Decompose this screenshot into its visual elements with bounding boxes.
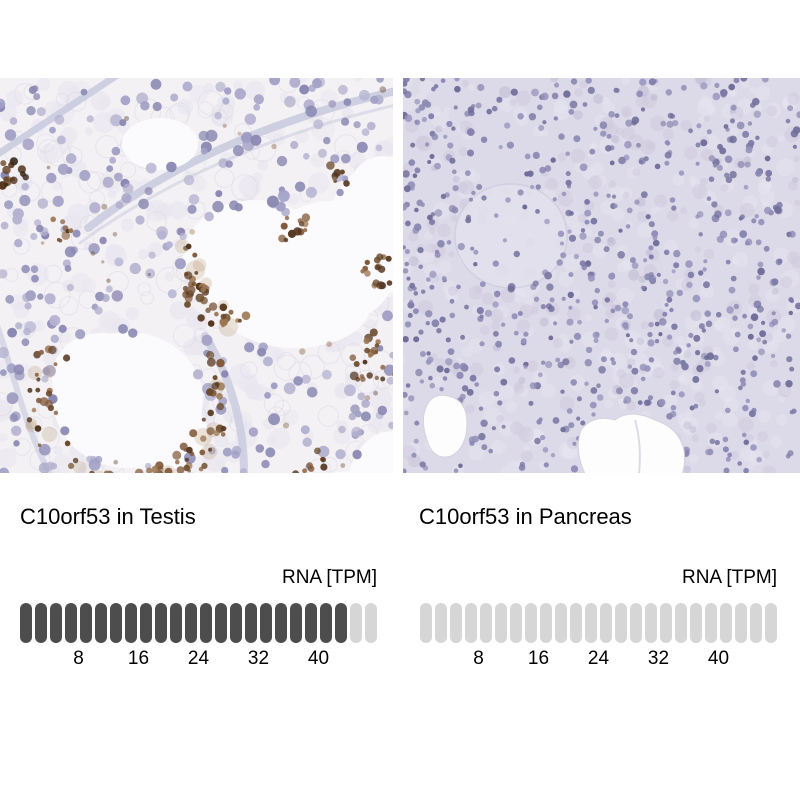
tpm-tick-label: 32 [647,648,670,669]
tpm-pill [645,603,657,643]
tpm-pill [540,603,552,643]
tpm-pill [110,603,122,643]
tpm-pill [140,603,152,643]
tpm-pill [335,603,347,643]
tpm-pill [435,603,447,643]
tpm-pill [720,603,732,643]
tpm-pill [125,603,137,643]
tpm-tick-label: 40 [307,648,330,669]
tpm-pill [320,603,332,643]
tpm-pill [690,603,702,643]
tpm-pill [290,603,302,643]
tpm-pill [275,603,287,643]
tpm-tick-label: 32 [247,648,270,669]
tpm-tick-label: 24 [187,648,210,669]
tpm-pill [50,603,62,643]
tpm-pill [480,603,492,643]
tpm-pill-scale-testis [20,603,377,643]
tpm-pill [65,603,77,643]
tpm-pill [465,603,477,643]
tpm-pill [450,603,462,643]
tpm-pill [215,603,227,643]
tpm-pill [185,603,197,643]
tpm-tick-label: 8 [473,648,484,669]
tpm-pill [570,603,582,643]
tpm-pill [350,603,362,643]
ihc-image-testis [0,78,393,473]
tpm-pill [705,603,717,643]
panel-title-pancreas: C10orf53 in Pancreas [419,504,632,529]
tpm-pill [155,603,167,643]
panel-title-testis: C10orf53 in Testis [20,504,196,529]
tpm-pill [555,603,567,643]
rna-tpm-label-testis: RNA [TPM] [281,567,377,588]
tpm-pill [510,603,522,643]
tpm-pill [200,603,212,643]
tpm-pill [615,603,627,643]
tpm-pill [305,603,317,643]
tpm-pill [675,603,687,643]
tpm-pill [230,603,242,643]
tpm-pill [170,603,182,643]
ihc-image-pancreas [403,78,800,473]
tpm-pill [660,603,672,643]
tpm-pill [735,603,747,643]
tpm-pill [495,603,507,643]
tpm-tick-label: 40 [707,648,730,669]
tpm-pill [35,603,47,643]
tpm-axis-ticks-pancreas: 8 16 24 32 40 [420,648,777,672]
rna-tpm-label-pancreas: RNA [TPM] [681,567,777,588]
tpm-tick-label: 8 [73,648,84,669]
tpm-pill [365,603,377,643]
tpm-pill [20,603,32,643]
tpm-pill [630,603,642,643]
tpm-pill [420,603,432,643]
tpm-pill [260,603,272,643]
tpm-pill [600,603,612,643]
tpm-pill [245,603,257,643]
tpm-tick-label: 24 [587,648,610,669]
tpm-pill [765,603,777,643]
tpm-axis-ticks-testis: 8 16 24 32 40 [20,648,377,672]
tpm-tick-label: 16 [527,648,550,669]
tpm-pill [95,603,107,643]
tpm-pill [585,603,597,643]
tpm-pill-scale-pancreas [420,603,777,643]
tpm-tick-label: 16 [127,648,150,669]
tpm-pill [525,603,537,643]
tpm-pill [750,603,762,643]
tpm-pill [80,603,92,643]
